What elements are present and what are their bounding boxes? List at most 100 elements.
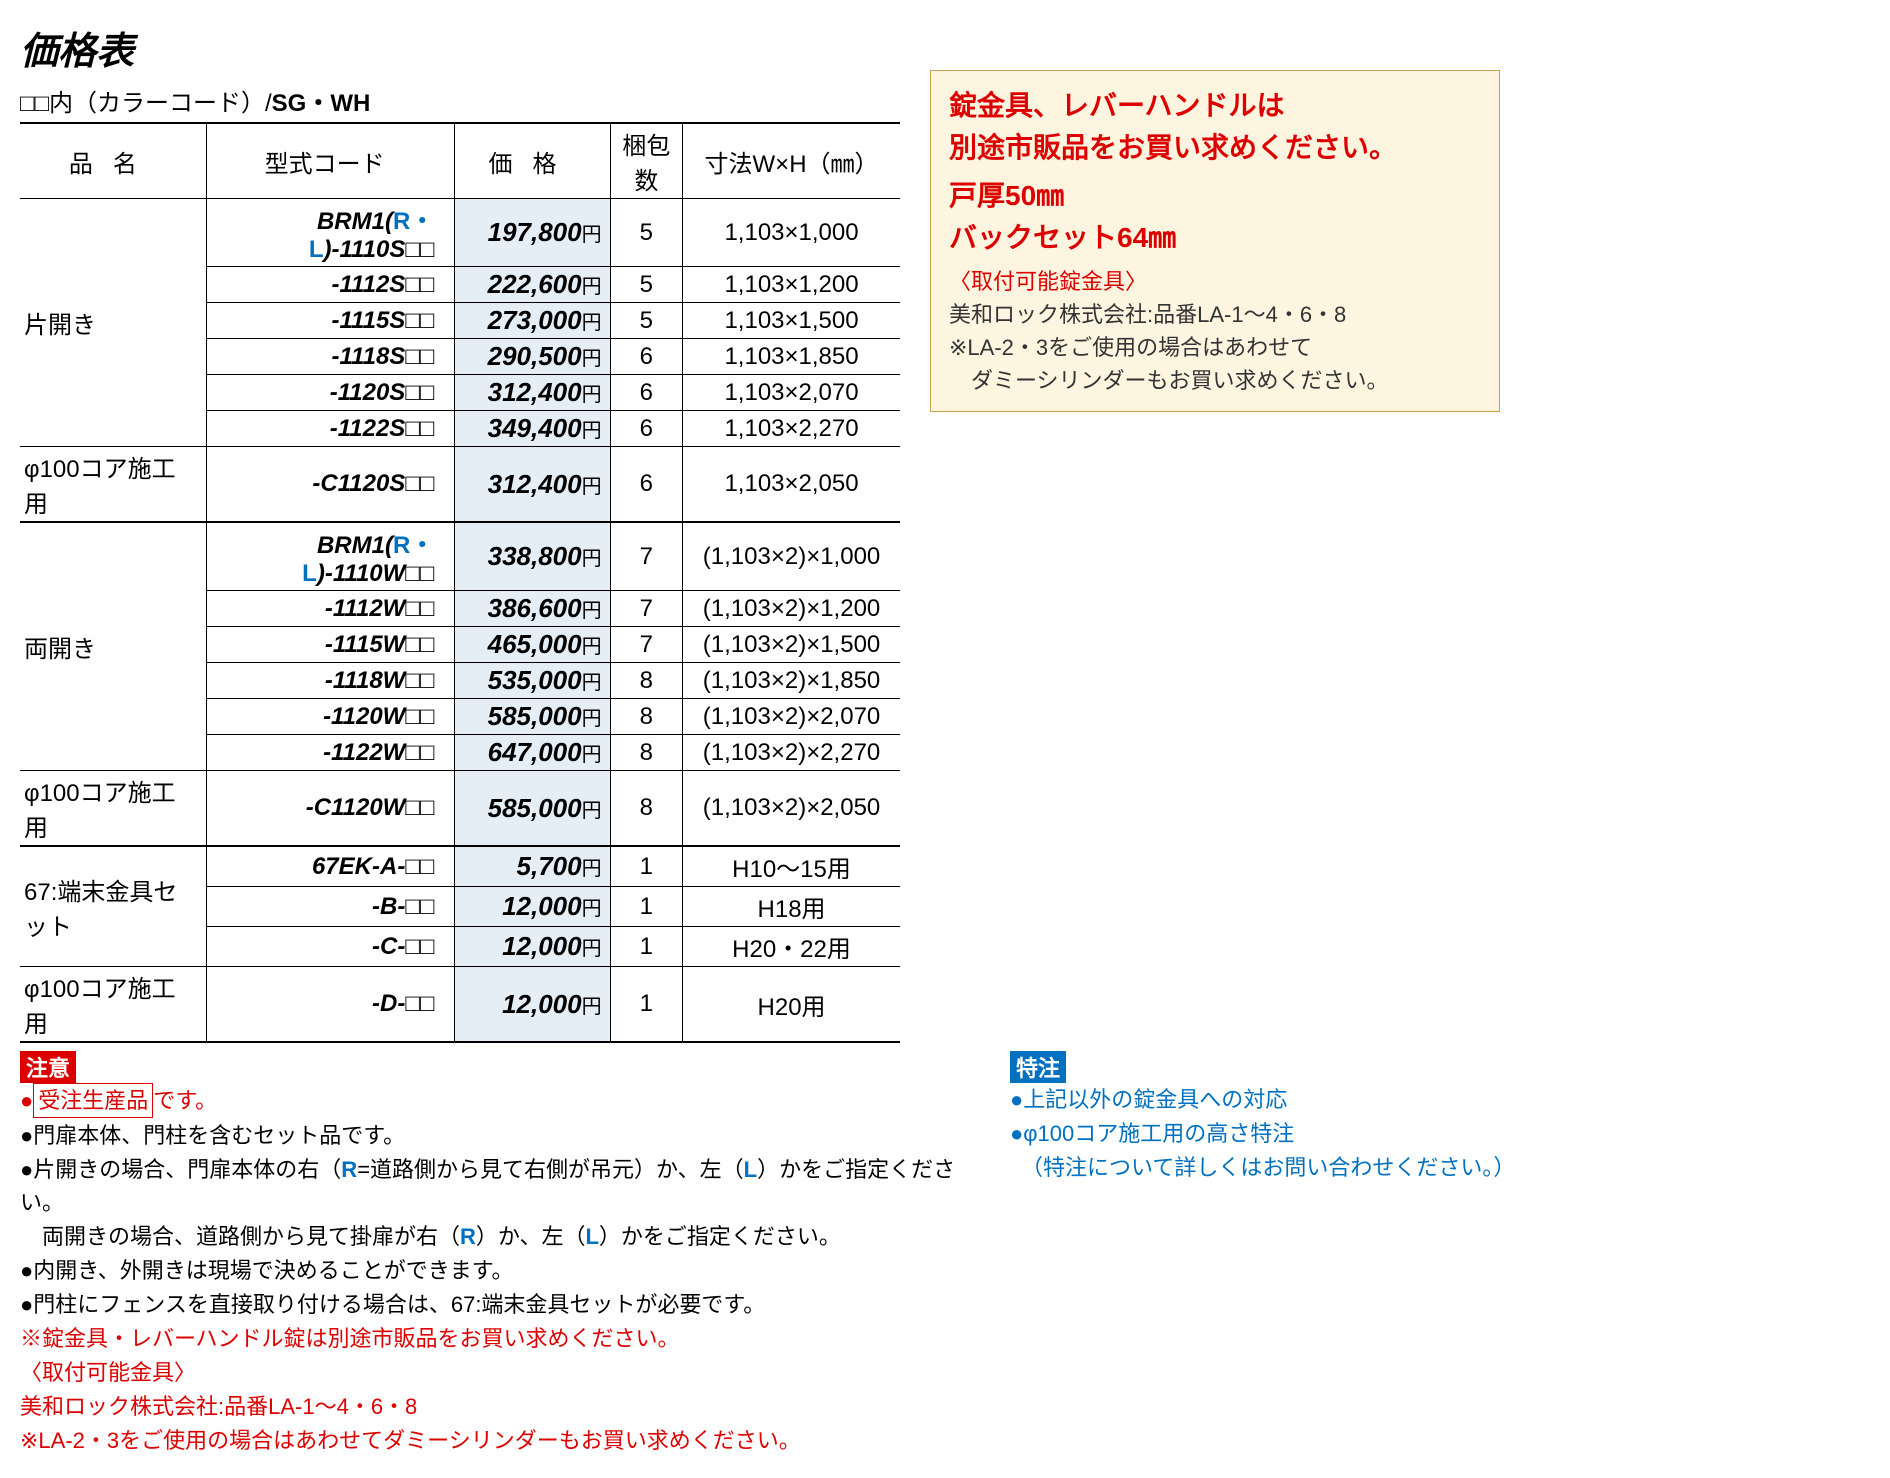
table-row: 片開きBRM1(R・L)-1110S□□197,800円51,103×1,000 bbox=[20, 199, 900, 267]
qty-cell: 1 bbox=[610, 887, 682, 927]
notice-item: ●受注生産品です。 bbox=[20, 1083, 980, 1118]
col-header-dim: 寸法W×H（㎜） bbox=[683, 123, 900, 199]
price-cell: 222,600円 bbox=[455, 267, 610, 303]
dim-cell: H10～15用 bbox=[683, 846, 900, 887]
model-code: -1115W□□ bbox=[206, 627, 454, 663]
price-cell: 197,800円 bbox=[455, 199, 610, 267]
notice-item: ●片開きの場合、門扉本体の右（R=道路側から見て右側が吊元）か、左（L）かをご指… bbox=[20, 1153, 980, 1219]
price-cell: 338,800円 bbox=[455, 522, 610, 591]
dim-cell: (1,103×2)×1,200 bbox=[683, 591, 900, 627]
subtitle: □□内（カラーコード）/SG・WH bbox=[20, 83, 900, 118]
price-cell: 535,000円 bbox=[455, 663, 610, 699]
table-row: φ100コア施工用-C1120S□□312,400円61,103×2,050 bbox=[20, 447, 900, 523]
notice-item: ●内開き、外開きは現場で決めることができます。 bbox=[20, 1254, 980, 1287]
page-title: 価格表 bbox=[20, 20, 900, 75]
qty-cell: 8 bbox=[610, 663, 682, 699]
col-header-price: 価格 bbox=[455, 123, 610, 199]
price-cell: 273,000円 bbox=[455, 303, 610, 339]
price-cell: 12,000円 bbox=[455, 927, 610, 967]
price-cell: 290,500円 bbox=[455, 339, 610, 375]
notice-item: ●門柱にフェンスを直接取り付ける場合は、67:端末金具セットが必要です。 bbox=[20, 1288, 980, 1321]
qty-cell: 7 bbox=[610, 522, 682, 591]
dim-cell: 1,103×1,200 bbox=[683, 267, 900, 303]
dim-cell: 1,103×2,070 bbox=[683, 375, 900, 411]
dim-cell: (1,103×2)×2,070 bbox=[683, 699, 900, 735]
dim-cell: H20・22用 bbox=[683, 927, 900, 967]
price-cell: 585,000円 bbox=[455, 771, 610, 847]
dim-cell: 1,103×2,050 bbox=[683, 447, 900, 523]
qty-cell: 8 bbox=[610, 699, 682, 735]
section-name: φ100コア施工用 bbox=[20, 771, 206, 847]
model-code: -C-□□ bbox=[206, 927, 454, 967]
callout-box: 錠金具、レバーハンドルは 別途市販品をお買い求めください。 戸厚50㎜ バックセ… bbox=[930, 70, 1500, 412]
model-code: -1120W□□ bbox=[206, 699, 454, 735]
model-code: -1122W□□ bbox=[206, 735, 454, 771]
dim-cell: 1,103×2,270 bbox=[683, 411, 900, 447]
notice-item: ※LA-2・3をご使用の場合はあわせてダミーシリンダーもお買い求めください。 bbox=[20, 1424, 980, 1457]
model-code: -C1120W□□ bbox=[206, 771, 454, 847]
notice-item: ●門扉本体、門柱を含むセット品です。 bbox=[20, 1119, 980, 1152]
qty-cell: 7 bbox=[610, 627, 682, 663]
section-name: 67:端末金具セット bbox=[20, 846, 206, 967]
table-row: 67:端末金具セット67EK-A-□□5,700円1H10～15用 bbox=[20, 846, 900, 887]
dim-cell: 1,103×1,000 bbox=[683, 199, 900, 267]
dim-cell: 1,103×1,500 bbox=[683, 303, 900, 339]
price-cell: 647,000円 bbox=[455, 735, 610, 771]
qty-cell: 6 bbox=[610, 447, 682, 523]
qty-cell: 8 bbox=[610, 771, 682, 847]
price-cell: 349,400円 bbox=[455, 411, 610, 447]
dim-cell: (1,103×2)×2,270 bbox=[683, 735, 900, 771]
model-code: 67EK-A-□□ bbox=[206, 846, 454, 887]
special-item: （特注について詳しくはお問い合わせください。） bbox=[1010, 1151, 1515, 1184]
dim-cell: H18用 bbox=[683, 887, 900, 927]
col-header-qty: 梱包数 bbox=[610, 123, 682, 199]
qty-cell: 6 bbox=[610, 375, 682, 411]
section-name: 片開き bbox=[20, 199, 206, 447]
qty-cell: 1 bbox=[610, 846, 682, 887]
section-name: φ100コア施工用 bbox=[20, 447, 206, 523]
qty-cell: 5 bbox=[610, 303, 682, 339]
price-cell: 585,000円 bbox=[455, 699, 610, 735]
qty-cell: 8 bbox=[610, 735, 682, 771]
model-code: -1112W□□ bbox=[206, 591, 454, 627]
price-table: 品名 型式コード 価格 梱包数 寸法W×H（㎜） 片開きBRM1(R・L)-11… bbox=[20, 122, 900, 1043]
qty-cell: 1 bbox=[610, 927, 682, 967]
table-row: 両開きBRM1(R・L)-1110W□□338,800円7(1,103×2)×1… bbox=[20, 522, 900, 591]
qty-cell: 6 bbox=[610, 411, 682, 447]
section-name: φ100コア施工用 bbox=[20, 967, 206, 1043]
table-row: φ100コア施工用-D-□□12,000円1H20用 bbox=[20, 967, 900, 1043]
price-cell: 12,000円 bbox=[455, 887, 610, 927]
col-header-model: 型式コード bbox=[206, 123, 454, 199]
dim-cell: (1,103×2)×1,000 bbox=[683, 522, 900, 591]
special-block: 特注 ●上記以外の錠金具への対応●φ100コア施工用の高さ特注 （特注について詳… bbox=[1010, 1051, 1530, 1185]
model-code: BRM1(R・L)-1110W□□ bbox=[206, 522, 454, 591]
model-code: -1115S□□ bbox=[206, 303, 454, 339]
col-header-name: 品名 bbox=[20, 123, 206, 199]
notice-item: 両開きの場合、道路側から見て掛扉が右（R）か、左（L）かをご指定ください。 bbox=[20, 1220, 980, 1253]
qty-cell: 6 bbox=[610, 339, 682, 375]
model-code: -1120S□□ bbox=[206, 375, 454, 411]
dim-cell: (1,103×2)×2,050 bbox=[683, 771, 900, 847]
special-badge: 特注 bbox=[1010, 1051, 1066, 1083]
model-code: -1112S□□ bbox=[206, 267, 454, 303]
model-code: -1122S□□ bbox=[206, 411, 454, 447]
dim-cell: (1,103×2)×1,500 bbox=[683, 627, 900, 663]
price-cell: 5,700円 bbox=[455, 846, 610, 887]
qty-cell: 5 bbox=[610, 199, 682, 267]
price-cell: 312,400円 bbox=[455, 447, 610, 523]
notice-item: 〈取付可能金具〉 bbox=[20, 1356, 980, 1389]
model-code: -B-□□ bbox=[206, 887, 454, 927]
price-cell: 386,600円 bbox=[455, 591, 610, 627]
section-name: 両開き bbox=[20, 522, 206, 771]
model-code: -1118W□□ bbox=[206, 663, 454, 699]
table-row: φ100コア施工用-C1120W□□585,000円8(1,103×2)×2,0… bbox=[20, 771, 900, 847]
model-code: -C1120S□□ bbox=[206, 447, 454, 523]
qty-cell: 1 bbox=[610, 967, 682, 1043]
dim-cell: (1,103×2)×1,850 bbox=[683, 663, 900, 699]
price-cell: 312,400円 bbox=[455, 375, 610, 411]
dim-cell: 1,103×1,850 bbox=[683, 339, 900, 375]
notice-block: 注意 ●受注生産品です。●門扉本体、門柱を含むセット品です。●片開きの場合、門扉… bbox=[20, 1051, 980, 1458]
model-code: -D-□□ bbox=[206, 967, 454, 1043]
qty-cell: 7 bbox=[610, 591, 682, 627]
qty-cell: 5 bbox=[610, 267, 682, 303]
